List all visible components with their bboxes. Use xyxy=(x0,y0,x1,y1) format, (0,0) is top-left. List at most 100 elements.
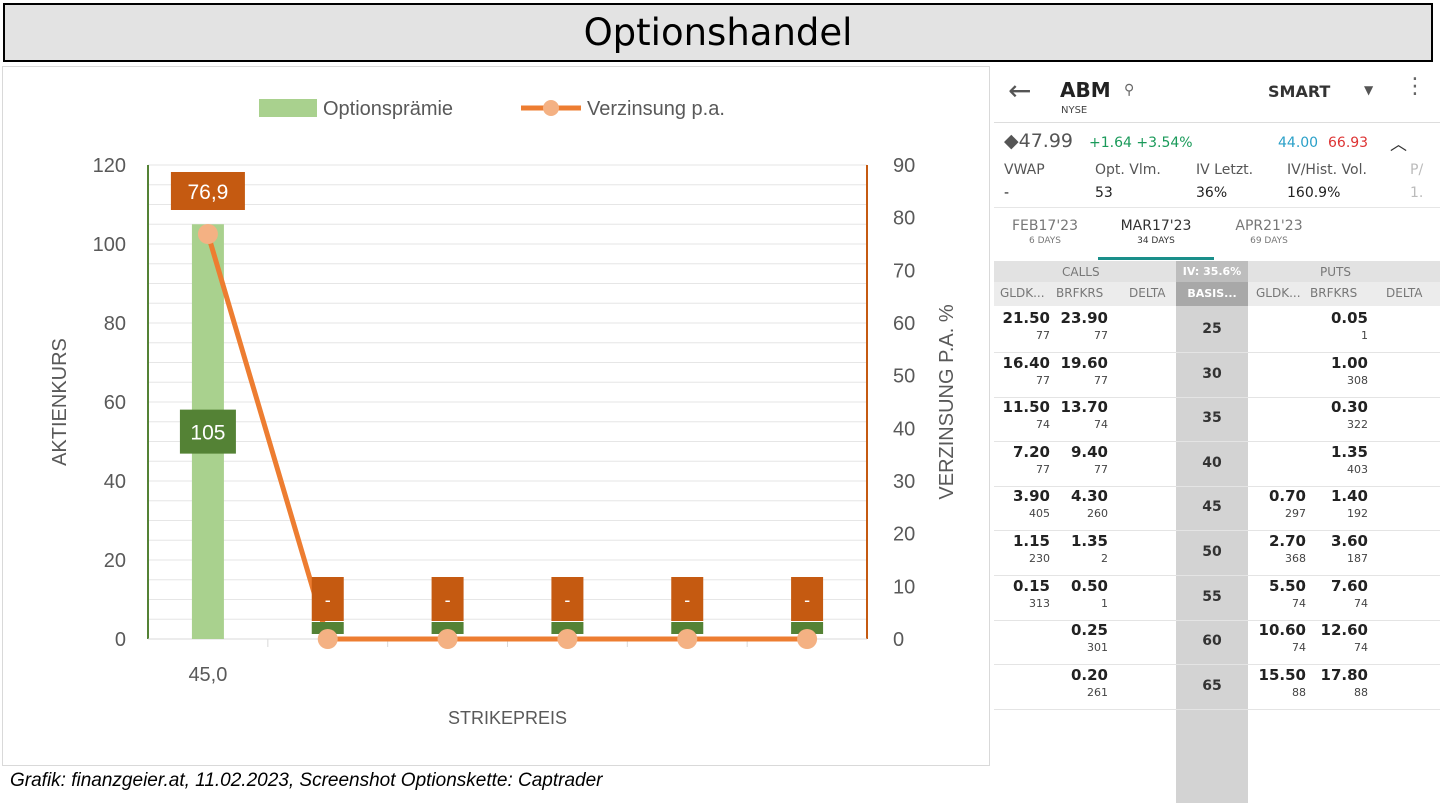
strike-price: 55 xyxy=(1202,588,1222,605)
more-menu-icon[interactable]: ⋮ xyxy=(1404,74,1426,99)
quote-size: 308 xyxy=(1347,373,1368,387)
quote-price: 5.50 xyxy=(1268,576,1306,595)
divider xyxy=(994,207,1440,208)
y2-tick-label: 40 xyxy=(893,418,915,440)
strike-price: 40 xyxy=(1202,454,1222,471)
stat-value: 53 xyxy=(1095,185,1113,201)
combo-chart: 0 20 40 60 80 100 120 0 10 20 30 40 50 60 70 80 90 45,0 ST… xyxy=(49,98,958,728)
quote-size: 74 xyxy=(1354,596,1368,610)
line-marker xyxy=(317,629,338,649)
quote-size: 322 xyxy=(1347,418,1368,432)
col-put-delta: DELTA xyxy=(1386,286,1423,300)
y2-tick-label: 50 xyxy=(893,366,915,388)
quote-size: 88 xyxy=(1292,685,1306,699)
x-tick-label: 45,0 xyxy=(188,664,227,686)
quote-size: 297 xyxy=(1285,507,1306,521)
y-axis-title: AKTIENKURS xyxy=(49,338,71,466)
stat-value: - xyxy=(1004,185,1010,201)
bid-price: 44.00 xyxy=(1278,135,1319,151)
quote-size: 77 xyxy=(1036,462,1050,476)
puts-label: PUTS xyxy=(1320,265,1351,279)
caption: Grafik: finanzgeier.at, 11.02.2023, Scre… xyxy=(10,770,603,791)
y-tick-label: 80 xyxy=(104,313,126,335)
col-call-ask: BRFKRS xyxy=(1056,286,1104,300)
quote-price: 10.60 xyxy=(1258,621,1306,640)
price-change: +1.64 +3.54% xyxy=(1089,135,1193,151)
y-tick-label: 20 xyxy=(104,550,126,572)
option-chain-row[interactable]: 60 0.25 301 10.60 74 12.60 74 xyxy=(994,621,1440,666)
quote-size: 230 xyxy=(1029,552,1050,565)
strike-column-header[interactable]: BASIS... xyxy=(1176,282,1248,306)
quote-size: 74 xyxy=(1354,641,1368,655)
stat-value: 160.9% xyxy=(1287,185,1341,201)
line-marker xyxy=(677,629,698,649)
app-header: ← ABM NYSE ⚲ SMART ▼ ⋮ xyxy=(994,64,1440,122)
search-icon[interactable]: ⚲ xyxy=(1124,82,1135,98)
quote-size: 403 xyxy=(1347,462,1368,476)
option-chain-row[interactable]: 40 7.20 77 9.40 77 1.35 403 xyxy=(994,443,1440,487)
quote-size: 187 xyxy=(1347,552,1368,565)
strike-price: 35 xyxy=(1202,410,1222,427)
collapse-icon[interactable]: ︿ xyxy=(1390,135,1407,155)
expiry-label: APR21'23 xyxy=(1235,218,1303,234)
tab-expiry-apr[interactable]: APR21'23 69 DAYS xyxy=(1224,218,1314,246)
col-call-bid: GLDK... xyxy=(1000,286,1045,300)
quote-price: 19.60 xyxy=(1060,353,1108,372)
y-tick-label: 120 xyxy=(93,155,126,177)
y2-axis-title: VERZINSUNG P.A. % xyxy=(936,304,958,499)
option-chain-row[interactable]: 50 1.15 230 1.35 2 2.70 368 3.60 187 xyxy=(994,532,1440,576)
divider xyxy=(994,122,1440,123)
option-chain-row[interactable]: 45 3.90 405 4.30 260 0.70 297 1.40 192 xyxy=(994,487,1440,532)
quote-size: 368 xyxy=(1285,552,1306,565)
bar-label-box xyxy=(179,409,236,454)
tab-expiry-feb[interactable]: FEB17'23 6 DAYS xyxy=(1000,218,1090,246)
quote-size: 77 xyxy=(1094,329,1108,342)
quote-price: 0.50 xyxy=(1070,576,1108,595)
line-label-box xyxy=(431,577,464,621)
series-line xyxy=(205,233,808,642)
stat-label: IV Letzt. xyxy=(1196,162,1254,178)
option-chain-row[interactable]: 55 0.15 313 0.50 1 5.50 74 7.60 74 xyxy=(994,577,1440,621)
quote-price: 4.30 xyxy=(1070,487,1108,506)
option-chain-row[interactable]: 25 21.50 77 23.90 77 0.05 1 xyxy=(994,309,1440,353)
quote-size: 77 xyxy=(1036,329,1050,342)
line-label-box xyxy=(170,171,245,210)
stat-value: 1. xyxy=(1410,185,1424,201)
y2-tick-label: 80 xyxy=(893,208,915,230)
line-label-box xyxy=(671,577,704,621)
quote-price: 1.00 xyxy=(1330,353,1368,372)
y2-tick-label: 30 xyxy=(893,471,915,493)
line-marker xyxy=(797,629,818,649)
title-banner: Optionshandel xyxy=(3,3,1433,62)
last-price: ◆47.99 xyxy=(1004,130,1074,152)
chevron-down-icon[interactable]: ▼ xyxy=(1364,83,1374,97)
routing-selector[interactable]: SMART xyxy=(1268,82,1331,101)
stat-label: IV/Hist. Vol. xyxy=(1287,162,1367,178)
quote-price: 3.60 xyxy=(1330,532,1368,550)
expiry-label: FEB17'23 xyxy=(1012,218,1078,234)
quote-size: 77 xyxy=(1094,462,1108,476)
y2-tick-label: 70 xyxy=(893,260,915,282)
legend-marker xyxy=(543,100,559,116)
exchange-label: NYSE xyxy=(1061,105,1088,116)
quote-price: 1.15 xyxy=(1012,532,1050,550)
back-arrow-icon[interactable]: ← xyxy=(1008,74,1032,107)
quote-price: 12.60 xyxy=(1320,621,1368,640)
tab-expiry-mar[interactable]: MAR17'23 34 DAYS xyxy=(1111,218,1201,246)
chart-frame: 0 20 40 60 80 100 120 0 10 20 30 40 50 60 70 80 90 45,0 ST… xyxy=(2,66,990,766)
strike-price: 60 xyxy=(1202,633,1222,650)
quote-size: 313 xyxy=(1029,596,1050,610)
bar-label-box xyxy=(791,622,824,634)
expiry-days: 6 DAYS xyxy=(1028,236,1062,246)
option-chain-row[interactable]: 30 16.40 77 19.60 77 1.00 308 xyxy=(994,354,1440,398)
option-chain-row[interactable]: 65 0.20 261 15.50 88 17.80 88 xyxy=(994,666,1440,710)
strike-price: 25 xyxy=(1202,321,1222,337)
y2-tick-label: 90 xyxy=(893,155,915,177)
quote-price: 0.05 xyxy=(1330,309,1368,327)
strike-price: 45 xyxy=(1202,499,1222,516)
quote-size: 2 xyxy=(1101,552,1108,565)
option-chain-row[interactable]: 35 11.50 74 13.70 74 0.30 322 xyxy=(994,398,1440,443)
line-label-box xyxy=(551,577,584,621)
active-tab-underline xyxy=(1098,257,1214,260)
stat-label: VWAP xyxy=(1004,162,1045,178)
